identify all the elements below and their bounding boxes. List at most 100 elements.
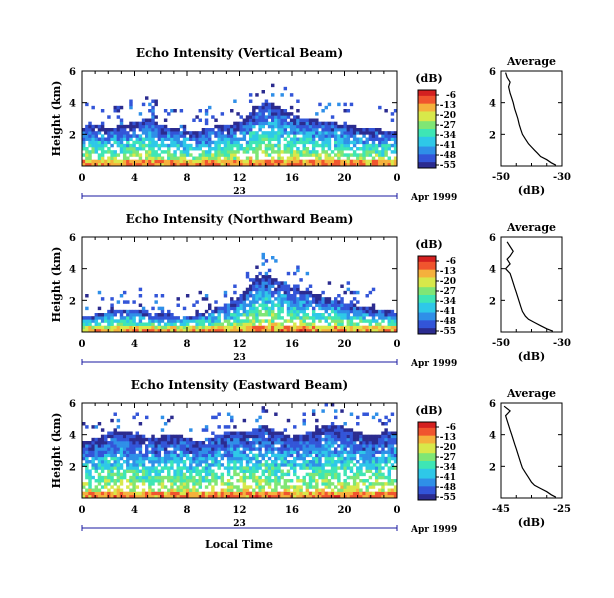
heatmap-cell — [330, 328, 335, 333]
heatmap-cell — [116, 115, 121, 119]
heatmap-cell — [176, 475, 180, 480]
heatmap-cell — [393, 328, 398, 333]
heatmap-cell — [100, 134, 105, 138]
colorbar-step — [418, 328, 436, 331]
heatmap-cell — [239, 491, 243, 496]
heatmap-cell — [135, 444, 139, 448]
heatmap-cell — [104, 447, 108, 451]
heatmap-cell — [381, 140, 385, 145]
heatmap-cell — [267, 463, 272, 467]
heatmap-cell — [264, 281, 269, 285]
heatmap-cell — [97, 482, 102, 486]
heatmap-cell — [296, 156, 300, 160]
heatmap-cell — [390, 441, 395, 445]
heatmap-cell — [271, 284, 275, 288]
heatmap-cell — [192, 147, 196, 151]
heatmap-cell — [163, 134, 168, 138]
heatmap-cell — [233, 494, 237, 499]
heatmap-cell — [264, 259, 269, 263]
heatmap-cell — [116, 434, 121, 439]
heatmap-cell — [148, 488, 152, 492]
heatmap-cell — [356, 131, 360, 135]
heatmap-cell — [214, 306, 218, 311]
heatmap-cell — [334, 153, 338, 157]
heatmap-cell — [365, 137, 369, 141]
heatmap-cell — [154, 150, 158, 154]
heatmap-cell — [318, 428, 322, 432]
heatmap-cell — [116, 309, 121, 314]
heatmap-cell — [189, 447, 193, 451]
heatmap-cell — [340, 434, 344, 439]
colorbar-step — [418, 91, 436, 95]
heatmap-cell — [311, 153, 316, 157]
heatmap-cell — [126, 437, 130, 442]
heatmap-cell — [82, 450, 86, 454]
heatmap-cell — [274, 412, 278, 416]
heatmap-cell — [368, 325, 373, 330]
heatmap-cell — [387, 441, 391, 445]
heatmap-cell — [337, 319, 341, 323]
heatmap-cell — [302, 422, 306, 426]
heatmap-cell — [185, 444, 190, 448]
heatmap-cell — [280, 456, 284, 461]
heatmap-cell — [167, 491, 171, 496]
colorbar-step — [418, 431, 436, 435]
heatmap-cell — [337, 450, 341, 454]
heatmap-cell — [132, 463, 136, 467]
heatmap-cell — [305, 485, 310, 489]
heatmap-cell — [141, 491, 146, 496]
heatmap-cell — [185, 131, 190, 135]
heatmap-cell — [302, 121, 306, 126]
heatmap-cell — [100, 466, 105, 470]
heatmap-cell — [258, 491, 262, 496]
heatmap-cell — [374, 456, 379, 461]
heatmap-cell — [179, 447, 184, 451]
heatmap-cell — [387, 466, 391, 470]
heatmap-cell — [110, 418, 114, 423]
heatmap-cell — [296, 131, 300, 135]
heatmap-cell — [343, 143, 347, 148]
heatmap-cell — [122, 322, 127, 326]
heatmap-cell — [107, 491, 111, 496]
heatmap-cell — [327, 300, 332, 304]
heatmap-cell — [280, 131, 284, 135]
heatmap-cell — [236, 306, 240, 311]
heatmap-cell — [378, 143, 382, 148]
heatmap-cell — [327, 281, 332, 285]
colorbar-unit: (dB) — [415, 72, 442, 85]
heatmap-cell — [201, 479, 206, 483]
heatmap-cell — [337, 300, 341, 304]
heatmap-cell — [204, 325, 209, 330]
heatmap-cell — [138, 475, 143, 480]
heatmap-cell — [271, 488, 275, 492]
heatmap-cell — [324, 447, 328, 451]
heatmap-cell — [381, 431, 385, 435]
heatmap-cell — [365, 456, 369, 461]
heatmap-cell — [305, 450, 310, 454]
heatmap-cell — [308, 128, 313, 132]
heatmap-cell — [104, 150, 108, 154]
heatmap-cell — [217, 453, 221, 458]
heatmap-cell — [132, 134, 136, 138]
heatmap-cell — [274, 313, 278, 317]
heatmap-cell — [255, 418, 259, 423]
heatmap-cell — [255, 494, 259, 499]
heatmap-cell — [223, 159, 228, 164]
heatmap-cell — [267, 112, 272, 116]
heatmap-cell — [296, 297, 300, 301]
heatmap-cell — [151, 479, 155, 483]
heatmap-cell — [110, 453, 114, 458]
heatmap-cell — [157, 319, 162, 323]
heatmap-cell — [110, 447, 114, 451]
colorbar-step — [418, 152, 436, 155]
heatmap-cell — [91, 437, 95, 442]
heatmap-cell — [160, 328, 165, 333]
heatmap-cell — [258, 287, 262, 292]
heatmap-cell — [236, 316, 240, 320]
heatmap-cell — [129, 121, 133, 126]
heatmap-cell — [163, 131, 168, 135]
heatmap-cell — [239, 325, 243, 330]
heatmap-cell — [390, 434, 395, 439]
heatmap-cell — [346, 137, 351, 141]
heatmap-cell — [116, 437, 121, 442]
